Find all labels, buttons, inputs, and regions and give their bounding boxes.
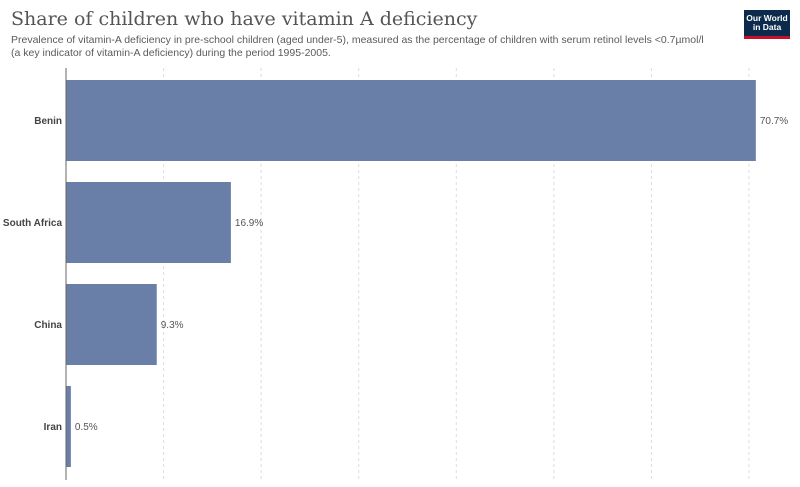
- logo-line-1: Our World: [746, 12, 788, 23]
- bar-iran: [66, 386, 71, 467]
- category-label: Iran: [44, 422, 62, 433]
- value-label: 16.9%: [235, 218, 263, 229]
- category-label: South Africa: [3, 218, 63, 229]
- logo-line-2: in Data: [752, 22, 782, 32]
- owid-logo[interactable]: Our World in Data: [744, 10, 790, 39]
- chart-subtitle: Prevalence of vitamin-A deficiency in pr…: [11, 34, 704, 59]
- bar-china: [66, 284, 157, 365]
- category-label: China: [34, 320, 62, 331]
- value-label: 70.7%: [760, 116, 788, 127]
- bar-benin: [66, 80, 756, 161]
- bar-south-africa: [66, 182, 231, 263]
- category-label: Benin: [34, 116, 62, 127]
- chart-title: Share of children who have vitamin A def…: [11, 8, 478, 30]
- value-label: 0.5%: [75, 422, 98, 433]
- value-label: 9.3%: [161, 320, 184, 331]
